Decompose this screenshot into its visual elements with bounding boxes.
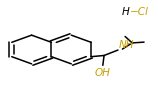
Text: H: H	[122, 7, 130, 17]
Text: NH: NH	[119, 40, 134, 50]
Text: OH: OH	[95, 68, 111, 78]
Text: −Cl: −Cl	[130, 7, 149, 17]
